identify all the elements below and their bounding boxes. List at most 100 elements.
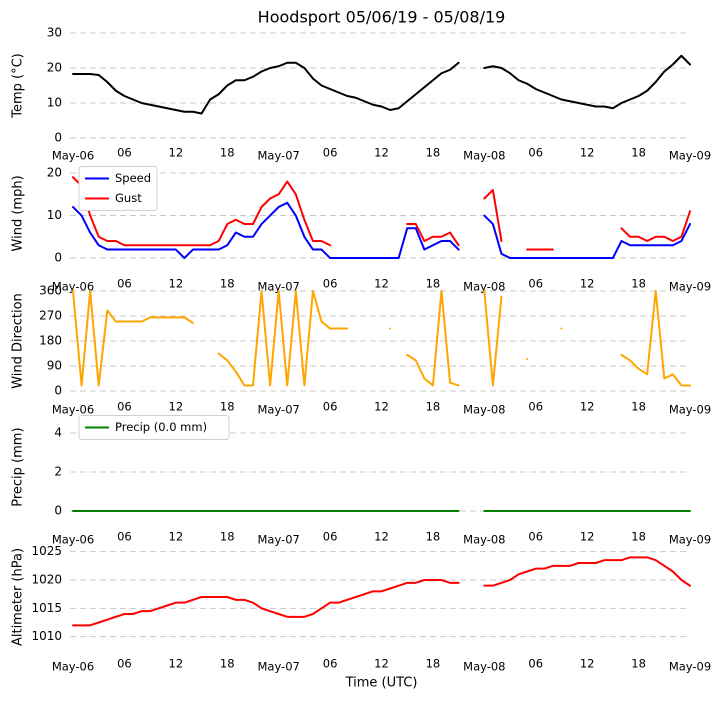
y-tick-label: 10: [47, 208, 62, 222]
y-tick-label: 30: [47, 26, 62, 40]
x-tick-label: May-08: [463, 403, 505, 417]
x-tick-label: May-08: [463, 280, 505, 294]
legend-label: Speed: [115, 171, 151, 185]
x-tick-label: 18: [220, 277, 235, 291]
y-tick-label: 10: [47, 96, 62, 110]
y-tick-label: 180: [39, 334, 62, 348]
x-tick-label: May-06: [52, 533, 94, 547]
y-tick-label: 4: [54, 426, 62, 440]
y-tick-label: 20: [47, 61, 62, 75]
y-axis-label: Altimeter (hPa): [11, 548, 26, 646]
y-tick-label: 270: [39, 309, 62, 323]
x-tick-label: 06: [323, 530, 338, 544]
x-tick-label: May-08: [463, 533, 505, 547]
x-tick-label: May-07: [257, 533, 299, 547]
x-tick-label: May-09: [669, 280, 711, 294]
x-tick-label: 06: [323, 400, 338, 414]
x-tick-label: 18: [426, 146, 441, 160]
y-tick-label: 1010: [31, 629, 62, 643]
x-tick-label: 06: [528, 657, 543, 671]
y-tick-label: 2: [54, 465, 62, 479]
x-tick-label: 06: [528, 146, 543, 160]
x-tick-label: 18: [220, 530, 235, 544]
x-tick-label: May-07: [257, 149, 299, 163]
x-tick-label: May-06: [52, 149, 94, 163]
x-tick-label: May-06: [52, 660, 94, 674]
x-tick-label: May-09: [669, 149, 711, 163]
x-tick-label: 18: [631, 530, 646, 544]
x-tick-label: 12: [580, 530, 595, 544]
legend-label: Gust: [115, 191, 142, 205]
data-line: [72, 54, 691, 115]
x-tick-label: 12: [374, 400, 389, 414]
x-tick-label: 18: [426, 657, 441, 671]
x-tick-label: May-06: [52, 403, 94, 417]
x-tick-label: 18: [631, 657, 646, 671]
x-tick-label: May-08: [463, 660, 505, 674]
x-tick-label: 06: [117, 400, 132, 414]
x-tick-label: 18: [426, 400, 441, 414]
x-tick-label: May-09: [669, 660, 711, 674]
y-axis-label: Wind Direction: [11, 293, 26, 389]
x-tick-label: 06: [117, 277, 132, 291]
x-tick-label: May-09: [669, 533, 711, 547]
y-tick-label: 1025: [31, 544, 62, 558]
chart-title: Hoodsport 05/06/19 - 05/08/19: [258, 8, 506, 27]
y-tick-label: 1015: [31, 601, 62, 615]
y-tick-label: 90: [47, 359, 62, 373]
x-tick-label: 18: [220, 657, 235, 671]
x-tick-label: 06: [528, 530, 543, 544]
data-line: [72, 290, 691, 387]
x-tick-label: May-07: [257, 403, 299, 417]
x-tick-label: 12: [169, 400, 184, 414]
x-tick-label: 12: [374, 530, 389, 544]
x-tick-label: 12: [169, 146, 184, 160]
x-tick-label: 18: [426, 277, 441, 291]
data-line: [72, 556, 691, 627]
x-tick-label: 12: [169, 530, 184, 544]
x-tick-label: 18: [631, 146, 646, 160]
x-tick-label: 18: [631, 277, 646, 291]
x-tick-label: 06: [323, 657, 338, 671]
x-tick-label: May-06: [52, 280, 94, 294]
x-tick-label: 18: [426, 530, 441, 544]
x-tick-label: May-08: [463, 149, 505, 163]
y-tick-label: 0: [54, 384, 62, 398]
y-axis-label: Precip (mm): [11, 427, 26, 506]
y-axis-label: Temp (°C): [11, 53, 26, 119]
x-tick-label: 18: [220, 400, 235, 414]
y-tick-label: 1020: [31, 573, 62, 587]
x-tick-label: 12: [374, 277, 389, 291]
x-tick-label: May-09: [669, 403, 711, 417]
data-line: [72, 176, 691, 251]
x-tick-label: 18: [220, 146, 235, 160]
x-tick-label: 06: [117, 146, 132, 160]
x-tick-label: 06: [323, 146, 338, 160]
x-tick-label: May-07: [257, 660, 299, 674]
x-tick-label: 12: [374, 146, 389, 160]
y-tick-label: 20: [47, 166, 62, 180]
x-tick-label: 12: [580, 400, 595, 414]
x-tick-label: 06: [323, 277, 338, 291]
data-line: [72, 201, 691, 260]
x-tick-label: 12: [580, 277, 595, 291]
x-tick-label: May-07: [257, 280, 299, 294]
x-tick-label: 18: [631, 400, 646, 414]
y-tick-label: 0: [54, 251, 62, 265]
y-tick-label: 360: [39, 284, 62, 298]
x-axis-label: Time (UTC): [345, 676, 418, 691]
legend-box: [78, 415, 230, 440]
y-tick-label: 0: [54, 504, 62, 518]
x-tick-label: 06: [117, 530, 132, 544]
legend: Precip (0.0 mm): [78, 415, 230, 440]
y-tick-label: 0: [54, 131, 62, 145]
x-tick-label: 06: [528, 400, 543, 414]
x-tick-label: 06: [528, 277, 543, 291]
legend: Speed Gust: [78, 166, 158, 211]
legend-label: Precip (0.0 mm): [115, 420, 207, 434]
x-tick-label: 06: [117, 657, 132, 671]
x-tick-label: 12: [169, 277, 184, 291]
x-tick-label: 12: [169, 657, 184, 671]
x-tick-label: 12: [580, 146, 595, 160]
